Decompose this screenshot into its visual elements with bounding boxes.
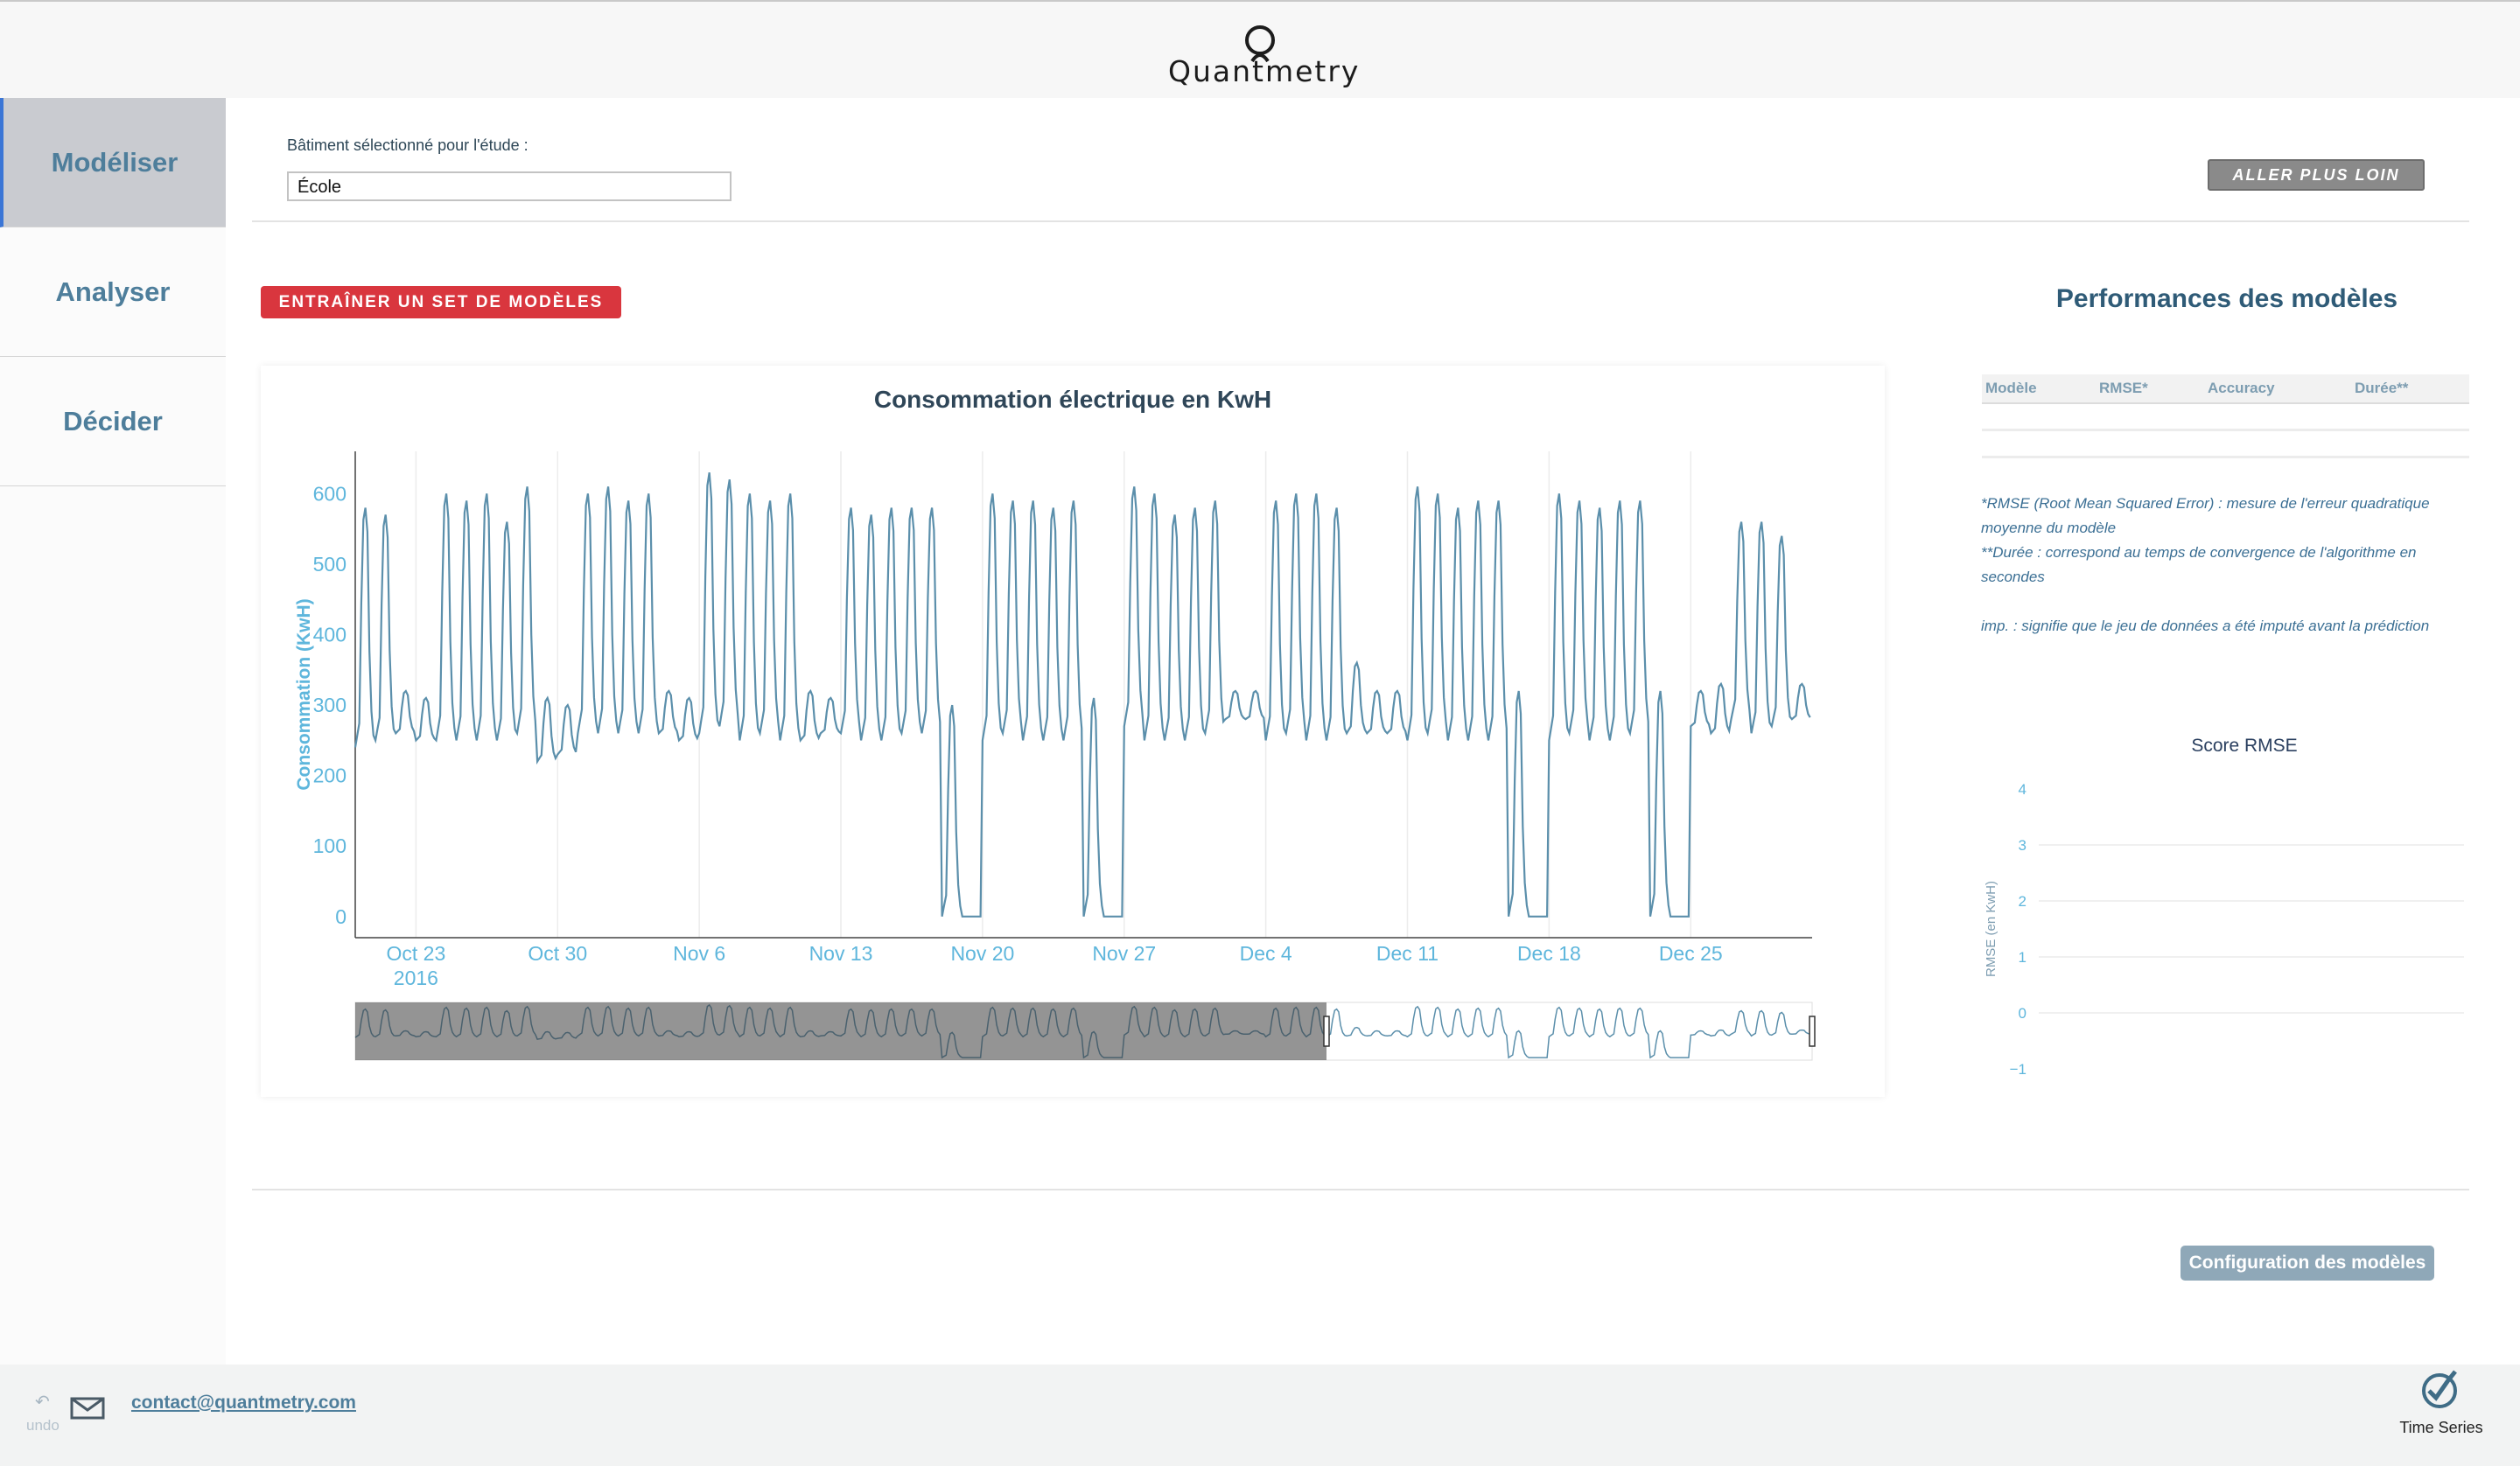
- x-tick-label: Nov 6: [673, 942, 725, 965]
- building-label: Bâtiment sélectionné pour l'étude :: [287, 136, 528, 154]
- y-tick-label: 400: [313, 624, 346, 646]
- rmse-score-chart[interactable]: Score RMSE 4 3 2 1 0 −1 RMSE (en KwH): [1969, 726, 2485, 1093]
- app-label: Time Series: [2399, 1419, 2483, 1436]
- note-imputation: imp. : signifie que le jeu de données a …: [1981, 618, 2430, 634]
- x-tick-label: Nov 20: [950, 942, 1014, 965]
- divider: [252, 220, 2469, 222]
- rmse-y-tick-label: 4: [2019, 781, 2026, 798]
- range-slider-mask: [355, 1002, 1326, 1060]
- consumption-chart-card: [261, 366, 1885, 1097]
- building-select[interactable]: École: [287, 171, 732, 201]
- rmse-y-tick-label: 2: [2019, 893, 2026, 910]
- undo-label[interactable]: undo: [26, 1417, 60, 1434]
- sidebar: Modéliser Analyser Décider: [0, 98, 227, 492]
- sidebar-item-label: Analyser: [55, 276, 171, 307]
- y-tick-label: 500: [313, 553, 346, 576]
- consumption-series-line: [354, 472, 1811, 918]
- rmse-axis-label: RMSE (en KwH): [1984, 881, 1998, 977]
- rmse-chart-title: Score RMSE: [2191, 736, 2297, 756]
- x-tick-label: Dec 4: [1240, 942, 1292, 965]
- consumption-chart[interactable]: Consommation électrique en KwH Consommati…: [261, 366, 1885, 1097]
- rmse-y-tick-label: 1: [2019, 949, 2026, 966]
- y-tick-label: 300: [313, 694, 346, 716]
- x-tick-label: Dec 11: [1376, 942, 1438, 965]
- performance-table: Modèle RMSE* Accuracy Durée**: [1982, 374, 2469, 458]
- performance-notes: *RMSE (Root Mean Squared Error) : mesure…: [1981, 492, 2480, 639]
- performance-title: Performances des modèles: [2055, 284, 2398, 313]
- x-tick-label: Nov 13: [809, 942, 873, 965]
- column-header[interactable]: RMSE*: [2099, 380, 2148, 396]
- y-tick-label: 200: [313, 764, 346, 787]
- x-tick-sublabel: 2016: [394, 967, 438, 989]
- range-slider-handle-right[interactable]: [1809, 1016, 1816, 1047]
- aller-plus-loin-button[interactable]: ALLER PLUS LOIN: [2208, 159, 2425, 191]
- quantmetry-logo-icon: [1245, 25, 1275, 63]
- y-tick-label: 600: [313, 482, 346, 505]
- y-tick-label: 0: [335, 905, 346, 928]
- x-tick-label: Dec 25: [1659, 942, 1723, 965]
- timeseries-logo-icon: [2422, 1370, 2457, 1408]
- sidebar-item-decider[interactable]: Décider: [0, 357, 226, 486]
- sidebar-item-label: Décider: [63, 405, 163, 436]
- model-config-button[interactable]: Configuration des modèles: [2180, 1246, 2434, 1281]
- table-header-row: Modèle RMSE* Accuracy Durée**: [1982, 374, 2469, 404]
- column-header[interactable]: Modèle: [1985, 380, 2037, 396]
- rmse-y-tick-label: −1: [2010, 1061, 2026, 1078]
- sidebar-item-modeliser[interactable]: Modéliser: [0, 98, 226, 227]
- chart-title: Consommation électrique en KwH: [874, 386, 1271, 413]
- y-tick-label: 100: [313, 834, 346, 857]
- column-header[interactable]: Accuracy: [2208, 380, 2275, 396]
- rmse-y-tick-label: 0: [2019, 1005, 2026, 1022]
- x-tick-label: Dec 18: [1517, 942, 1581, 965]
- train-models-button[interactable]: ENTRAÎNER UN SET DE MODÈLES: [261, 286, 621, 318]
- sidebar-item-analyser[interactable]: Analyser: [0, 227, 226, 357]
- app-header: [0, 0, 2520, 100]
- note-duree: **Durée : correspond au temps de converg…: [1981, 544, 2417, 585]
- table-row: [1982, 456, 2469, 458]
- brand-name: Quantmetry: [1168, 54, 1361, 88]
- footer: [0, 1365, 2520, 1466]
- sidebar-item-label: Modéliser: [51, 146, 178, 178]
- table-row: [1982, 429, 2469, 431]
- contact-email-link[interactable]: contact@quantmetry.com: [131, 1393, 356, 1413]
- y-axis-label: Consommation (KwH): [294, 598, 314, 790]
- x-tick-label: Oct 23: [386, 942, 445, 965]
- x-tick-label: Oct 30: [528, 942, 587, 965]
- mail-icon: [70, 1397, 105, 1420]
- rmse-y-tick-label: 3: [2019, 837, 2026, 854]
- column-header[interactable]: Durée**: [2355, 380, 2409, 396]
- range-slider-handle-left[interactable]: [1323, 1016, 1330, 1047]
- divider: [252, 1189, 2469, 1190]
- note-rmse: *RMSE (Root Mean Squared Error) : mesure…: [1981, 495, 2430, 536]
- x-tick-label: Nov 27: [1092, 942, 1156, 965]
- undo-icon[interactable]: ↶: [35, 1393, 50, 1412]
